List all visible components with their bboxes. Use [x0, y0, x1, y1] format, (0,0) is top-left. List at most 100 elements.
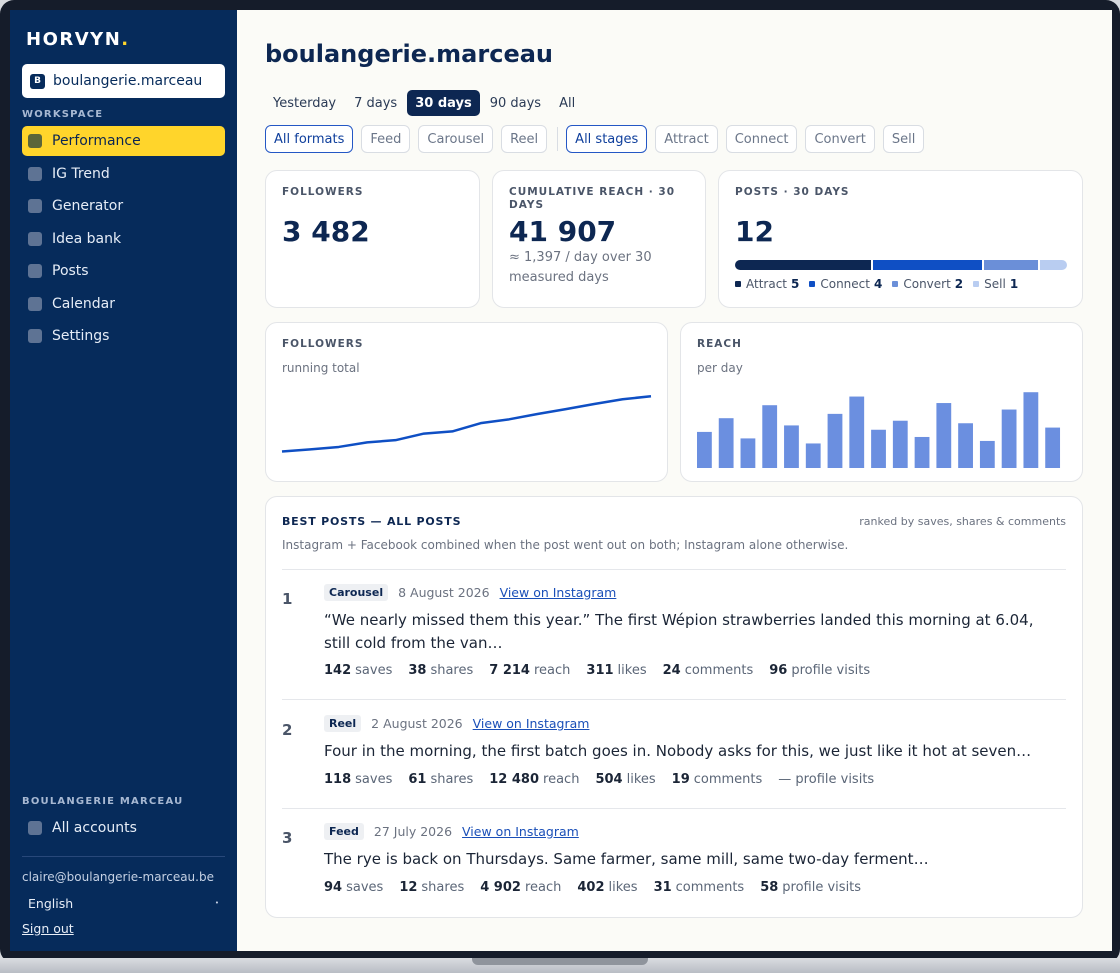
stat-item: 94 saves: [324, 880, 383, 895]
all-accounts-icon: [28, 821, 42, 835]
sidebar-divider: [22, 856, 225, 857]
reach-bar-16: [1045, 427, 1061, 468]
stat-item: 24 comments: [663, 663, 754, 678]
stat-value: 61: [408, 772, 427, 787]
post-rank: 3: [282, 829, 293, 847]
stage-legend: Attract 5 Connect 4 Convert 2 Sell 1: [735, 277, 1028, 291]
post-rank: 1: [282, 590, 293, 608]
sidebar-item-all-accounts[interactable]: All accounts: [22, 813, 225, 843]
legend-count: 4: [873, 277, 883, 291]
stat-value: 58: [760, 880, 779, 895]
reach-bar-4: [784, 425, 799, 468]
reach-value: 41 907: [509, 215, 617, 248]
filter-format-reel[interactable]: Reel: [501, 125, 548, 153]
legend-item-sell: Sell 1: [973, 277, 1018, 291]
stat-value: 31: [653, 880, 672, 895]
stat-value: 142: [324, 663, 352, 678]
reach-bar-14: [1001, 409, 1017, 468]
reach-bar-chart: [697, 392, 1061, 468]
followers-value: 3 482: [282, 215, 370, 248]
stat-label: likes: [626, 772, 656, 787]
reach-bar-0: [697, 431, 712, 468]
nav-item-icon: [28, 199, 42, 213]
filter-format-all-formats[interactable]: All formats: [265, 125, 354, 153]
reach-bar-5: [805, 443, 821, 468]
post-date: 27 July 2026: [373, 824, 453, 839]
filter-stage-sell[interactable]: Sell: [882, 125, 925, 153]
stat-label: shares: [430, 663, 474, 678]
sidebar: HORVYN. B boulangerie.marceau WORKSPACE …: [10, 10, 237, 951]
sidebar-item-ig-trend[interactable]: IG Trend: [22, 159, 225, 189]
tab-period-7-days[interactable]: 7 days: [354, 95, 398, 111]
view-on-instagram-link[interactable]: View on Instagram: [472, 716, 590, 731]
followers-chart-subtitle: running total: [282, 361, 360, 375]
app-logo[interactable]: HORVYN.: [26, 29, 130, 50]
caret-down-icon: •: [214, 899, 219, 907]
legend-swatch-icon: [892, 281, 899, 287]
sidebar-item-posts[interactable]: Posts: [22, 256, 225, 286]
tab-period-30-days[interactable]: 30 days: [407, 90, 480, 116]
filter-format-feed[interactable]: Feed: [361, 125, 411, 153]
post-meta: Feed 27 July 2026 View on Instagram: [324, 823, 579, 840]
filter-stage-all-stages[interactable]: All stages: [566, 125, 648, 153]
device-notch: [472, 958, 648, 965]
best-posts-title: BEST POSTS — ALL POSTS: [282, 515, 462, 528]
stat-label: likes: [608, 880, 638, 895]
post-format-badge: Feed: [324, 823, 364, 840]
sidebar-item-calendar[interactable]: Calendar: [22, 289, 225, 319]
sidebar-item-label: Posts: [52, 263, 89, 279]
filter-stage-connect[interactable]: Connect: [725, 125, 798, 153]
post-format-badge: Reel: [324, 715, 362, 732]
tab-period-90-days[interactable]: 90 days: [489, 95, 542, 111]
stat-item: 12 shares: [399, 880, 464, 895]
reach-bar-15: [1023, 392, 1039, 468]
view-on-instagram-link[interactable]: View on Instagram: [499, 585, 617, 600]
sidebar-item-label: All accounts: [52, 820, 137, 836]
view-on-instagram-link[interactable]: View on Instagram: [462, 824, 579, 839]
filter-separator: [557, 127, 559, 151]
reach-card: CUMULATIVE REACH · 30 DAYS 41 907 ≈ 1,39…: [492, 170, 706, 308]
post-divider: [282, 569, 1066, 570]
app-screen: HORVYN. B boulangerie.marceau WORKSPACE …: [10, 10, 1112, 951]
reach-bar-6: [827, 413, 843, 468]
followers-series-line: [281, 395, 652, 453]
filter-stage-attract[interactable]: Attract: [655, 125, 718, 153]
sidebar-item-label: Idea bank: [52, 230, 122, 247]
legend-count: 1: [1009, 277, 1019, 291]
posts-label: POSTS · 30 DAYS: [735, 186, 850, 198]
post-divider: [282, 699, 1066, 700]
post-divider: [282, 808, 1066, 809]
tab-period-all[interactable]: All: [559, 95, 576, 111]
device-base: [0, 958, 1120, 973]
account-switcher[interactable]: B boulangerie.marceau: [22, 64, 225, 98]
stat-label: — profile visits: [778, 772, 875, 787]
stat-item: 31 comments: [654, 880, 745, 895]
stat-item: 402 likes: [577, 880, 637, 895]
filter-stage-convert[interactable]: Convert: [805, 125, 875, 153]
legend-item-connect: Connect 4: [809, 277, 882, 291]
filter-format-carousel[interactable]: Carousel: [418, 125, 494, 153]
language-select[interactable]: English •: [22, 891, 225, 915]
reach-bar-8: [871, 429, 886, 468]
sidebar-item-settings[interactable]: Settings: [22, 321, 225, 351]
tab-period-yesterday[interactable]: Yesterday: [273, 95, 337, 111]
sidebar-item-label: Generator: [52, 198, 124, 214]
sidebar-item-idea-bank[interactable]: Idea bank: [22, 224, 225, 254]
sign-out-link[interactable]: Sign out: [22, 921, 74, 936]
followers-chart-title: FOLLOWERS: [282, 338, 364, 350]
legend-label: Attract: [746, 277, 787, 291]
post-meta: Carousel 8 August 2026 View on Instagram: [324, 584, 616, 601]
sidebar-item-performance[interactable]: Performance: [22, 126, 225, 156]
stat-value: 402: [577, 880, 605, 895]
stat-item: 19 comments: [672, 772, 763, 787]
stat-item: 61 shares: [408, 772, 473, 787]
reach-bar-3: [762, 405, 778, 468]
page-title: boulangerie.marceau: [265, 40, 553, 68]
sidebar-item-label: IG Trend: [52, 165, 110, 182]
reach-bar-10: [914, 436, 930, 468]
reach-chart-subtitle: per day: [697, 361, 743, 375]
stat-item: 504 likes: [595, 772, 655, 787]
stat-value: 7 214: [489, 663, 530, 678]
stat-item: — profile visits: [778, 772, 874, 787]
sidebar-item-generator[interactable]: Generator: [22, 191, 225, 221]
